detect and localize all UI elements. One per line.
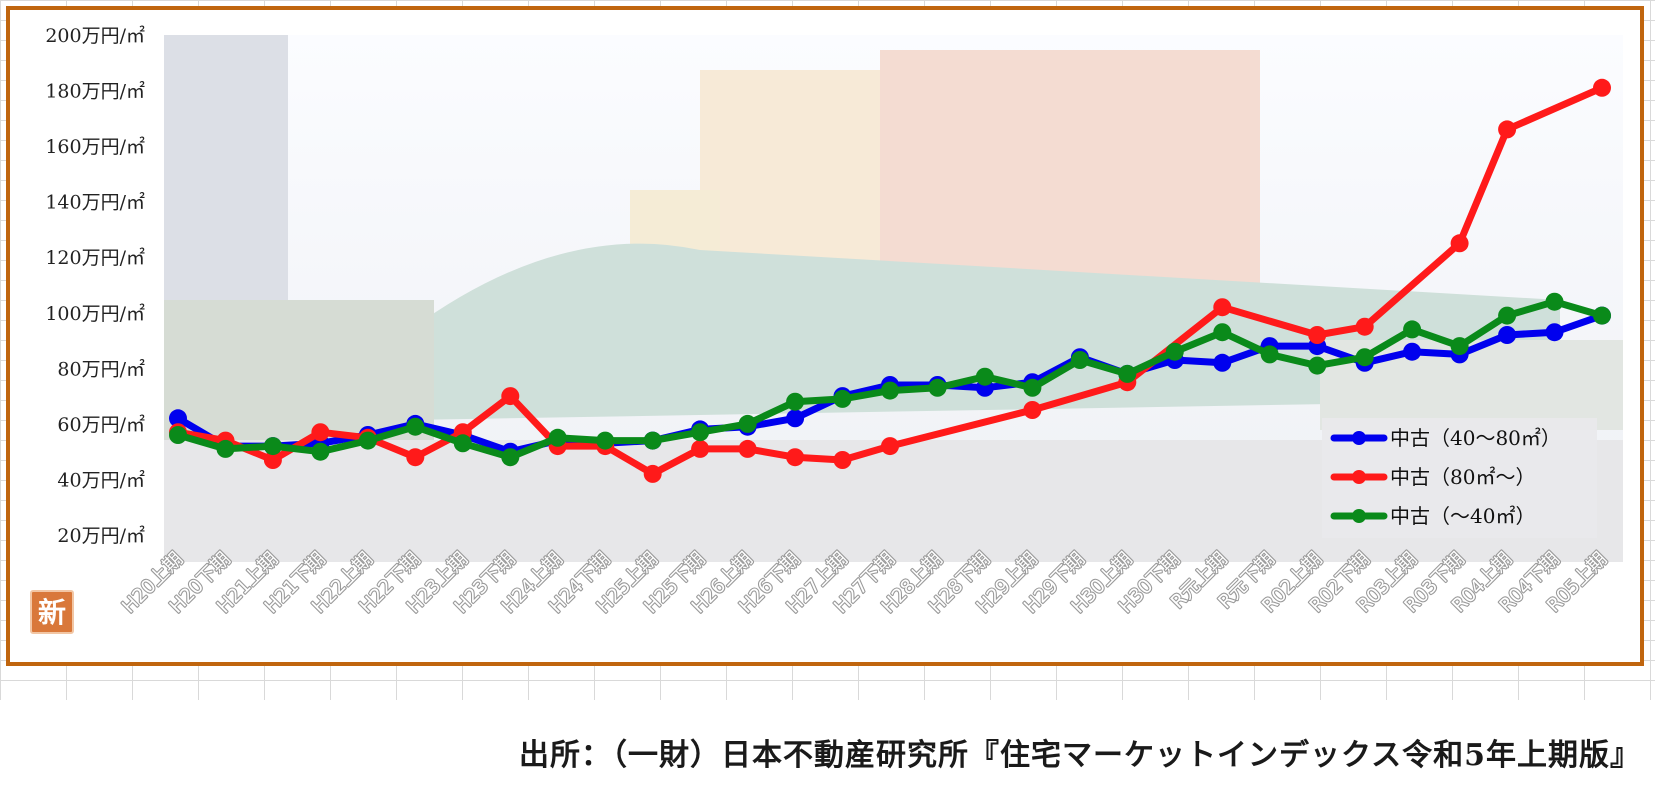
data-point xyxy=(833,389,852,408)
data-point xyxy=(216,439,235,458)
data-point xyxy=(1260,345,1279,364)
legend-label: 中古（～40㎡） xyxy=(1390,504,1535,528)
data-point xyxy=(786,392,805,411)
y-tick-label: 180万円/㎡ xyxy=(45,80,145,103)
data-point xyxy=(786,448,805,467)
y-axis: 20万円/㎡ 40万円/㎡ 60万円/㎡ 80万円/㎡ 100万円/㎡ 120万円/㎡ 14… xyxy=(45,24,145,547)
series-3 xyxy=(169,292,1611,467)
source-note: 出所：（一財）日本不動産研究所『住宅マーケットインデックス令和5年上期版』 xyxy=(519,738,1641,773)
data-point xyxy=(1213,323,1232,342)
data-point xyxy=(1403,342,1422,361)
data-point xyxy=(406,417,425,436)
y-tick-label: 120万円/㎡ xyxy=(45,246,145,269)
data-point xyxy=(1593,306,1611,325)
legend-marker xyxy=(1352,470,1366,484)
data-point xyxy=(453,434,472,453)
data-point xyxy=(501,387,520,406)
data-point xyxy=(1450,337,1469,356)
data-point xyxy=(881,437,899,456)
data-point xyxy=(691,423,710,442)
data-point xyxy=(501,448,520,467)
source-area xyxy=(0,700,1655,800)
legend-marker xyxy=(1352,431,1366,445)
data-point xyxy=(169,426,187,444)
data-point xyxy=(1498,306,1517,325)
data-point xyxy=(1118,364,1137,383)
data-point xyxy=(643,431,662,450)
y-tick-label: 140万円/㎡ xyxy=(45,191,145,214)
data-point xyxy=(1498,326,1517,344)
data-point xyxy=(263,437,282,456)
data-point xyxy=(1450,234,1469,253)
data-point xyxy=(1023,378,1042,397)
data-point xyxy=(1498,120,1517,139)
data-point xyxy=(1213,353,1232,372)
y-tick-label: 100万円/㎡ xyxy=(45,302,145,325)
series-layer xyxy=(169,78,1611,483)
data-point xyxy=(833,451,852,469)
data-point xyxy=(1593,78,1611,97)
data-point xyxy=(169,409,187,428)
data-point xyxy=(1545,323,1564,342)
data-point xyxy=(738,439,757,458)
data-point xyxy=(786,409,805,428)
data-point xyxy=(975,367,994,386)
data-point xyxy=(738,414,757,433)
data-point xyxy=(311,423,330,442)
data-point xyxy=(643,464,662,483)
y-tick-label: 160万円/㎡ xyxy=(45,135,145,158)
data-point xyxy=(1070,351,1089,369)
data-point xyxy=(691,439,710,458)
legend-label: 中古（40～80㎡） xyxy=(1390,426,1561,450)
data-point xyxy=(406,448,425,467)
data-point xyxy=(1165,342,1184,361)
legend-marker xyxy=(1352,509,1366,523)
data-point xyxy=(1355,348,1374,367)
y-tick-label: 200万円/㎡ xyxy=(45,24,145,47)
y-tick-label: 40万円/㎡ xyxy=(57,468,145,491)
legend: 中古（40～80㎡） 中古（80㎡～） 中古（～40㎡） xyxy=(1322,418,1597,538)
legend-label: 中古（80㎡～） xyxy=(1390,465,1535,489)
data-point xyxy=(263,451,282,469)
logo-badge: 新 xyxy=(30,590,74,634)
data-point xyxy=(1023,401,1042,419)
data-point xyxy=(548,428,567,447)
data-point xyxy=(928,378,947,397)
data-point xyxy=(881,381,899,400)
y-tick-label: 60万円/㎡ xyxy=(57,413,145,436)
logo-text: 新 xyxy=(38,596,66,629)
data-point xyxy=(1355,317,1374,336)
data-point xyxy=(1308,326,1327,344)
data-point xyxy=(596,431,615,450)
y-tick-label: 80万円/㎡ xyxy=(57,357,145,380)
data-point xyxy=(358,431,377,450)
data-point xyxy=(1403,320,1422,339)
data-point xyxy=(1308,356,1327,375)
data-point xyxy=(1213,298,1232,317)
data-point xyxy=(311,442,330,461)
data-point xyxy=(1545,292,1564,311)
y-tick-label: 20万円/㎡ xyxy=(57,524,145,547)
